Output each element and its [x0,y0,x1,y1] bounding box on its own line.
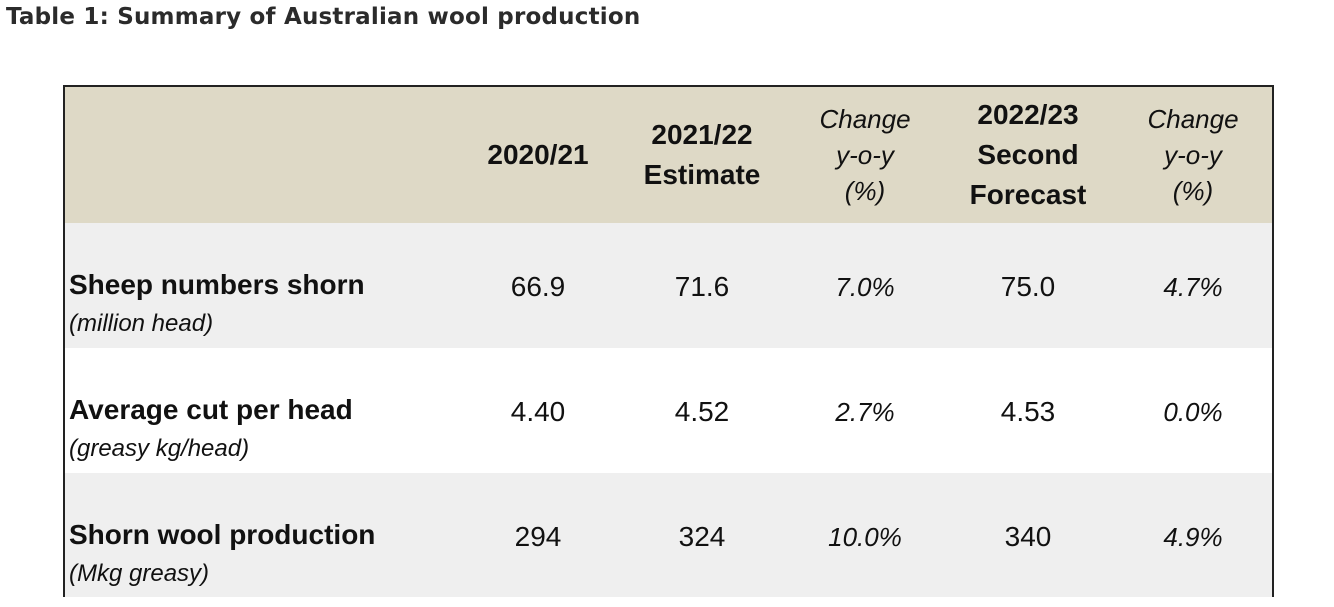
cell-change-2: 4.7% [1163,272,1223,302]
cell-2020-21: 294 [514,521,562,552]
row-label: Sheep numbers shorn (million head) [69,269,365,337]
table-row: Average cut per head (greasy kg/head) 4.… [65,348,1272,473]
cell-change-1: 2.7% [835,397,895,427]
cell-change-1: 10.0% [828,522,902,552]
table-row: Sheep numbers shorn (million head) 66.9 … [65,223,1272,348]
header-2021-22-estimate: 2021/22 Estimate [643,119,761,190]
cell-change-2: 0.0% [1163,397,1223,427]
cell-2022-23: 75.0 [1000,271,1056,302]
row-label: Shorn wool production (Mkg greasy) [69,519,376,587]
table-header-row: 2020/21 2021/22 Estimate Change y-o-y (%… [65,87,1272,223]
cell-change-1: 7.0% [835,272,895,302]
cell-2021-22: 324 [678,521,726,552]
wool-production-table: 2020/21 2021/22 Estimate Change y-o-y (%… [63,85,1274,597]
cell-2020-21: 4.40 [510,396,566,427]
cell-2022-23: 4.53 [1000,396,1056,427]
cell-2022-23: 340 [1004,521,1052,552]
header-change-yoy-1: Change y-o-y (%) [819,104,911,206]
table-caption: Table 1: Summary of Australian wool prod… [6,4,641,30]
table-row: Shorn wool production (Mkg greasy) 294 3… [65,473,1272,597]
cell-2021-22: 4.52 [674,396,730,427]
header-2022-23-second-forecast: 2022/23 Second Forecast [969,99,1087,210]
header-2020-21: 2020/21 [487,139,589,170]
header-change-yoy-2: Change y-o-y (%) [1147,104,1239,206]
cell-2021-22: 71.6 [674,271,730,302]
cell-change-2: 4.9% [1163,522,1223,552]
cell-2020-21: 66.9 [510,271,566,302]
row-label: Average cut per head (greasy kg/head) [69,394,353,462]
